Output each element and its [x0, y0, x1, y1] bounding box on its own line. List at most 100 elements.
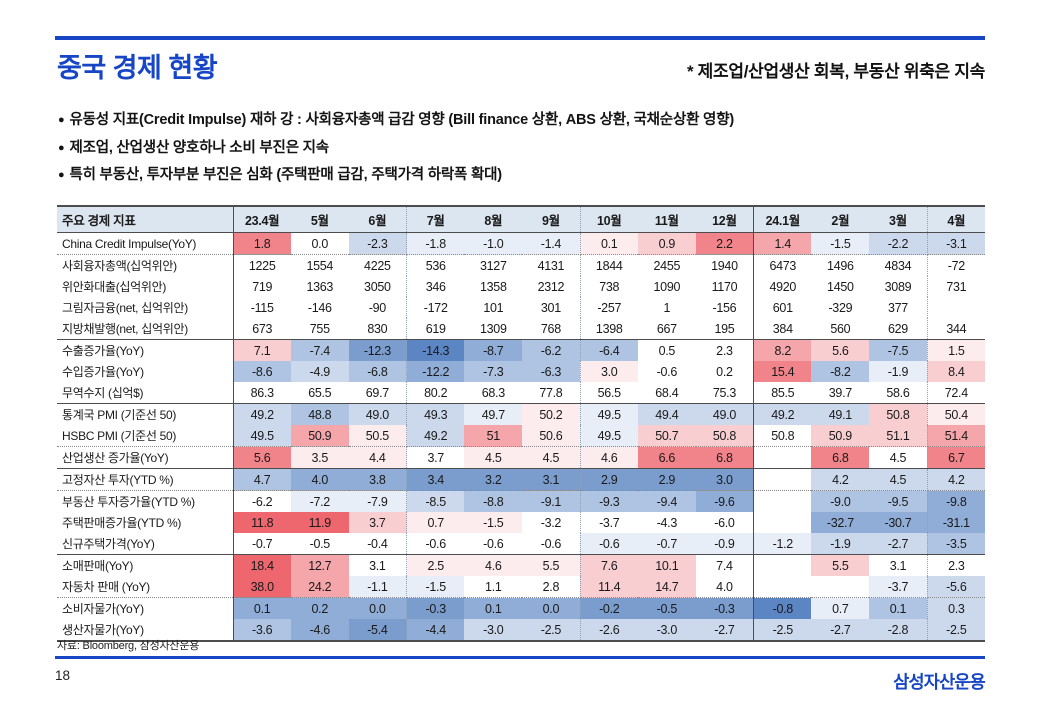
table-cell: -5.6 [927, 576, 985, 598]
table-cell [753, 446, 812, 469]
table-cell: 4.5 [869, 446, 928, 469]
table-cell: 4131 [522, 254, 581, 276]
table-cell: -32.7 [811, 512, 870, 533]
table-cell: -0.3 [406, 597, 465, 619]
table-cell: 629 [869, 318, 928, 340]
table-cell: 50.9 [811, 425, 870, 447]
table-row: 부동산 투자증가율(YTD %) -6.2 -7.2 -7.9 -8.5 -8.8 -9.1… [57, 490, 985, 512]
row-label: 신규주택가격(YoY) [57, 533, 234, 555]
table-cell: 49.4 [637, 403, 696, 425]
table-cell: 8.2 [753, 339, 812, 361]
table-cell: 6473 [753, 254, 812, 276]
table-cell: 11.4 [580, 576, 638, 598]
table-cell: -0.7 [637, 533, 696, 555]
table-cell: 0.0 [348, 597, 408, 619]
table-cell: 738 [580, 276, 638, 297]
table-cell: 1170 [695, 276, 755, 297]
row-label: 생산자물가(YoY) [57, 619, 234, 642]
table-cell: 51 [464, 425, 523, 447]
table-cell: -3.0 [464, 619, 523, 642]
table-cell: 346 [406, 276, 465, 297]
table-cell: 65.5 [290, 382, 349, 404]
table-cell: 3.7 [406, 446, 465, 469]
table-cell: 5.6 [233, 446, 291, 469]
table-cell: 3.1 [869, 554, 928, 576]
table-cell: 0.0 [522, 597, 581, 619]
table-cell: 7.4 [695, 554, 755, 576]
row-label: 수출증가율(YoY) [57, 339, 234, 361]
table-cell: 38.0 [233, 576, 291, 598]
table-cell: -2.7 [869, 533, 928, 555]
table-cell: 3050 [348, 276, 408, 297]
table-cell: -90 [348, 297, 408, 318]
column-header: 3월 [869, 205, 928, 233]
table-cell: 1450 [811, 276, 870, 297]
table-cell: -2.7 [695, 619, 755, 642]
table-cell: 344 [927, 318, 985, 340]
table-cell: -0.5 [290, 533, 349, 555]
table-cell: 1398 [580, 318, 638, 340]
table-cell: -0.6 [406, 533, 465, 555]
table-cell: 0.1 [580, 232, 638, 255]
table-cell: -2.3 [348, 232, 408, 255]
table-cell: 3.8 [348, 468, 408, 491]
table-cell: 4.2 [927, 468, 985, 491]
table-cell: -2.5 [522, 619, 581, 642]
table-cell: -1.5 [811, 232, 870, 255]
table-cell: 56.5 [580, 382, 638, 404]
table-cell: 72.4 [927, 382, 985, 404]
table-cell [753, 554, 812, 576]
table-cell: 68.4 [637, 382, 696, 404]
table-cell: 6.8 [811, 446, 870, 469]
table-cell: 0.9 [637, 232, 696, 255]
table-cell: -146 [290, 297, 349, 318]
row-label: 산업생산 증가율(YoY) [57, 446, 234, 469]
table-cell: -2.2 [869, 232, 928, 255]
table-cell: 77.8 [522, 382, 581, 404]
table-cell: 68.3 [464, 382, 523, 404]
table-cell: 0.1 [869, 597, 928, 619]
column-header: 9월 [522, 205, 581, 233]
table-cell: -3.7 [580, 512, 638, 533]
table-cell: 2455 [637, 254, 696, 276]
table-cell: -8.5 [406, 490, 465, 512]
table-row: 주택판매증가율(YTD %) 11.8 11.9 3.7 0.7 -1.5 -3.2 -3.7… [57, 512, 985, 533]
table-cell: -1.1 [348, 576, 408, 598]
table-cell: -9.3 [580, 490, 638, 512]
table-cell: -0.7 [233, 533, 291, 555]
table-cell: 4.5 [464, 446, 523, 469]
row-label: 소매판매(YoY) [57, 554, 234, 576]
table-cell: 49.0 [695, 403, 755, 425]
table-cell: -6.4 [580, 339, 638, 361]
table-row: 자동차 판매 (YoY) 38.0 24.2 -1.1 -1.5 1.1 2.8 11.4 14… [57, 576, 985, 598]
table-cell: -9.1 [522, 490, 581, 512]
table-cell: 1844 [580, 254, 638, 276]
table-cell: -0.4 [348, 533, 408, 555]
table-cell: 4.7 [233, 468, 291, 491]
table-cell: 4.5 [522, 446, 581, 469]
table-cell: 0.5 [637, 339, 696, 361]
indicators-table: 주요 경제 지표 23.4월 5월 6월 7월 8월 9월 10월 11월 12월 24.1월 2월 3… [57, 205, 985, 642]
table-row: 수출증가율(YoY) 7.1 -7.4 -12.3 -14.3 -8.7 -6.2 -6.4 0… [57, 339, 985, 361]
table-cell: 830 [348, 318, 408, 340]
table-cell: -6.2 [522, 339, 581, 361]
table-cell [927, 297, 985, 318]
table-cell: -9.6 [695, 490, 755, 512]
column-header: 12월 [695, 205, 755, 233]
table-cell: -1.5 [406, 576, 465, 598]
table-cell: 7.6 [580, 554, 638, 576]
row-label: 지방채발행(net, 십억위안) [57, 318, 234, 340]
table-cell: 2.9 [580, 468, 638, 491]
table-cell: 50.8 [869, 403, 928, 425]
row-label: 위안화대출(십억위안) [57, 276, 234, 297]
table-cell: 49.2 [753, 403, 812, 425]
table-cell: -1.9 [811, 533, 870, 555]
table-cell: 377 [869, 297, 928, 318]
table-cell: 0.7 [811, 597, 870, 619]
table-cell: 4.2 [811, 468, 870, 491]
bullet-item: ● 제조업, 산업생산 양호하나 소비 부진은 지속 [58, 139, 329, 156]
table-cell: -14.3 [406, 339, 465, 361]
table-cell: 2.5 [406, 554, 465, 576]
table-cell: -0.6 [637, 361, 696, 382]
table-cell: 49.5 [233, 425, 291, 447]
